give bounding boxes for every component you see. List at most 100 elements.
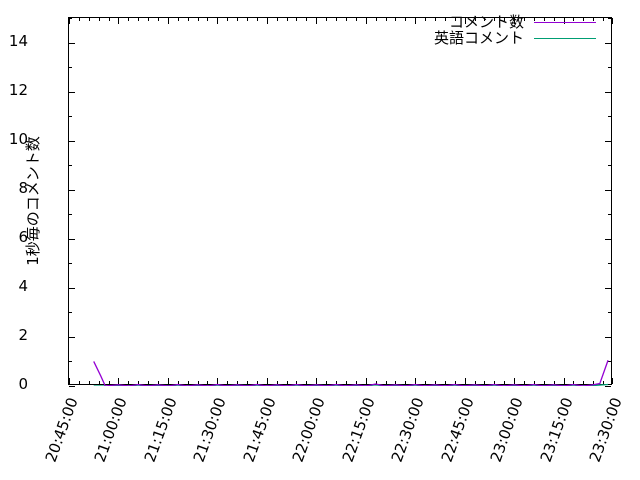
x-tick-minor — [603, 18, 605, 21]
y-tick-major — [69, 140, 75, 142]
x-tick-minor — [78, 18, 80, 21]
x-tick-major — [69, 18, 70, 24]
x-tick-minor — [286, 381, 288, 384]
x-tick-minor — [543, 381, 545, 384]
y-tick-label: 12 — [8, 80, 28, 99]
x-tick-minor — [603, 381, 605, 384]
x-tick-major — [514, 378, 516, 384]
x-tick-minor — [306, 18, 308, 21]
x-tick-label: 23:30:00 — [585, 395, 626, 465]
y-tick-minor — [608, 67, 611, 69]
x-tick-minor — [454, 18, 456, 21]
x-tick-minor — [237, 18, 239, 21]
x-tick-minor — [296, 18, 298, 21]
x-tick-minor — [128, 18, 130, 21]
x-tick-label: 21:45:00 — [239, 395, 280, 465]
x-tick-minor — [177, 381, 179, 384]
x-tick-minor — [484, 18, 486, 21]
x-tick-label: 22:45:00 — [437, 395, 478, 465]
x-tick-major — [365, 18, 367, 24]
x-tick-major — [612, 18, 613, 24]
y-tick-major — [69, 189, 75, 191]
x-tick-minor — [138, 18, 140, 21]
x-tick-minor — [247, 18, 249, 21]
x-tick-minor — [484, 381, 486, 384]
x-tick-minor — [88, 381, 90, 384]
x-tick-minor — [177, 18, 179, 21]
x-tick-major — [316, 18, 318, 24]
x-tick-major — [118, 378, 120, 384]
x-tick-minor — [454, 381, 456, 384]
x-tick-minor — [286, 18, 288, 21]
y-tick-major — [69, 91, 75, 93]
x-tick-label: 21:30:00 — [190, 395, 231, 465]
y-tick-label: 10 — [8, 129, 28, 148]
x-tick-minor — [345, 381, 347, 384]
x-tick-major — [563, 378, 565, 384]
x-tick-minor — [543, 18, 545, 21]
x-tick-minor — [336, 18, 338, 21]
x-tick-label: 20:45:00 — [41, 395, 82, 465]
x-tick-major — [69, 378, 70, 384]
x-tick-major — [217, 18, 219, 24]
y-tick-label: 2 — [18, 325, 28, 344]
x-tick-minor — [158, 18, 160, 21]
x-tick-minor — [187, 18, 189, 21]
x-tick-minor — [207, 18, 209, 21]
legend-item-comment-count[interactable]: コメント数 — [434, 14, 596, 30]
x-tick-minor — [355, 381, 357, 384]
y-tick-minor — [69, 263, 72, 265]
y-tick-major — [69, 287, 75, 289]
x-tick-label: 23:15:00 — [536, 395, 577, 465]
x-tick-minor — [108, 381, 110, 384]
x-tick-minor — [494, 381, 496, 384]
y-tick-major — [605, 42, 611, 44]
y-tick-minor — [69, 361, 72, 363]
y-tick-label: 0 — [18, 375, 28, 393]
x-tick-minor — [583, 381, 585, 384]
x-tick-major — [563, 18, 565, 24]
y-tick-minor — [69, 67, 72, 69]
x-tick-minor — [306, 381, 308, 384]
x-tick-major — [612, 378, 613, 384]
x-tick-minor — [425, 381, 427, 384]
x-tick-minor — [434, 18, 436, 21]
x-tick-major — [514, 18, 516, 24]
x-tick-minor — [553, 18, 555, 21]
x-tick-major — [266, 18, 268, 24]
x-tick-minor — [405, 381, 407, 384]
x-tick-minor — [444, 18, 446, 21]
x-tick-minor — [247, 381, 249, 384]
x-tick-minor — [504, 381, 506, 384]
legend-label-english-comment: 英語コメント — [433, 29, 524, 47]
legend-swatch-comment-count — [534, 21, 596, 23]
x-tick-label: 22:30:00 — [387, 395, 428, 465]
y-tick-minor — [608, 312, 611, 314]
x-tick-minor — [197, 381, 199, 384]
x-tick-minor — [523, 381, 525, 384]
x-tick-minor — [395, 381, 397, 384]
y-tick-minor — [608, 263, 611, 265]
data-series-layer — [93, 360, 609, 386]
x-tick-major — [167, 378, 169, 384]
x-tick-minor — [197, 18, 199, 21]
y-tick-major — [605, 336, 611, 338]
x-tick-minor — [375, 381, 377, 384]
legend-swatch-english-comment — [534, 37, 596, 39]
x-tick-minor — [533, 18, 535, 21]
y-tick-label: 14 — [8, 31, 28, 50]
y-tick-major — [69, 336, 75, 338]
x-tick-label: 22:00:00 — [288, 395, 329, 465]
x-tick-minor — [207, 381, 209, 384]
x-tick-major — [316, 378, 318, 384]
y-tick-major — [605, 91, 611, 93]
x-tick-minor — [385, 18, 387, 21]
x-tick-minor — [128, 381, 130, 384]
x-tick-label: 21:00:00 — [91, 395, 132, 465]
y-tick-label: 8 — [18, 178, 28, 197]
x-tick-minor — [326, 381, 328, 384]
x-tick-minor — [474, 381, 476, 384]
legend-item-english-comment[interactable]: 英語コメント — [434, 30, 596, 46]
x-tick-minor — [573, 381, 575, 384]
